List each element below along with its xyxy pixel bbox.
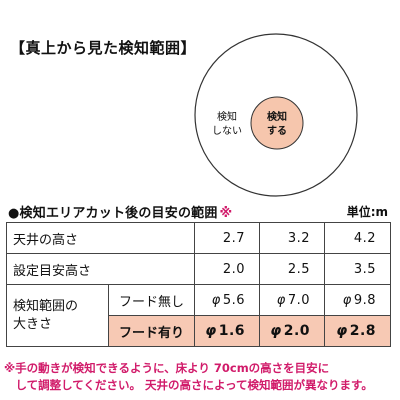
diameter-symbol: φ [276,292,286,308]
section-title: ●検知エリアカット後の目安の範囲 ※ [8,202,232,221]
with-hood-value: φ 2.8 [324,315,392,347]
section-title-text: ●検知エリアカット後の目安の範囲 [8,206,218,221]
range-label-line1: 検知範囲の [13,298,79,314]
footnote-line2: して調整してください。 天井の高さによって検知範囲が異なります。 [4,378,373,392]
detection-range-diagram: 検知 しない 検知 する [194,33,358,197]
diameter-symbol: φ [342,292,352,308]
note-mark: ※ [219,206,233,221]
table-row-with-hood: フード有り φ 1.6 φ 2.0 φ 2.8 [7,315,392,347]
range-label-line2: 大きさ [13,316,53,332]
footnote: ※手の動きが検知できるように、床より 70cmの高さを目安に して調整してくださ… [4,360,373,394]
no-hood-label: フード無し [107,284,196,316]
table-row-ceiling: 天井の高さ 2.7 3.2 4.2 [5,222,392,254]
setting-value: 2.5 [259,253,326,285]
table-row-setting: 設定目安高さ 2.0 2.5 3.5 [5,253,392,285]
with-hood-value: φ 2.0 [259,315,326,347]
no-hood-value: φ 5.6 [194,284,261,316]
setting-label: 設定目安高さ [5,253,196,285]
no-hood-value: φ 9.8 [324,284,392,316]
diameter-symbol: φ [336,323,348,339]
detect-label-line1: 検知 [267,110,287,123]
no-hood-value: φ 7.0 [259,284,326,316]
no-detect-label-line2: しない [212,125,242,137]
setting-value: 3.5 [324,253,392,285]
diameter-symbol: φ [211,292,221,308]
diameter-symbol: φ [205,323,217,339]
unit-label: 単位:m [346,205,388,219]
detection-spec-table: 天井の高さ 2.7 3.2 4.2 設定目安高さ 2.0 2.5 3.5 検知範… [5,222,392,347]
ceiling-value: 4.2 [324,222,392,254]
with-hood-label: フード有り [107,315,196,347]
diameter-symbol: φ [270,323,282,339]
table-row-no-hood: 検知範囲の 大きさ フード無し φ 5.6 φ 7.0 φ 9.8 [6,284,392,347]
ceiling-value: 3.2 [259,222,326,254]
detect-label-line2: する [267,125,287,137]
ceiling-label: 天井の高さ [5,222,196,254]
setting-value: 2.0 [194,253,261,285]
with-hood-value: φ 1.6 [194,315,261,347]
inner-circle-detect [250,96,304,150]
ceiling-value: 2.7 [194,222,261,254]
no-detect-label-line1: 検知 [217,110,237,123]
range-label: 検知範囲の 大きさ [6,284,109,347]
page-title: 【真上から見た検知範囲】 [10,39,197,57]
footnote-line1: ※手の動きが検知できるように、床より 70cmの高さを目安に [4,361,330,375]
